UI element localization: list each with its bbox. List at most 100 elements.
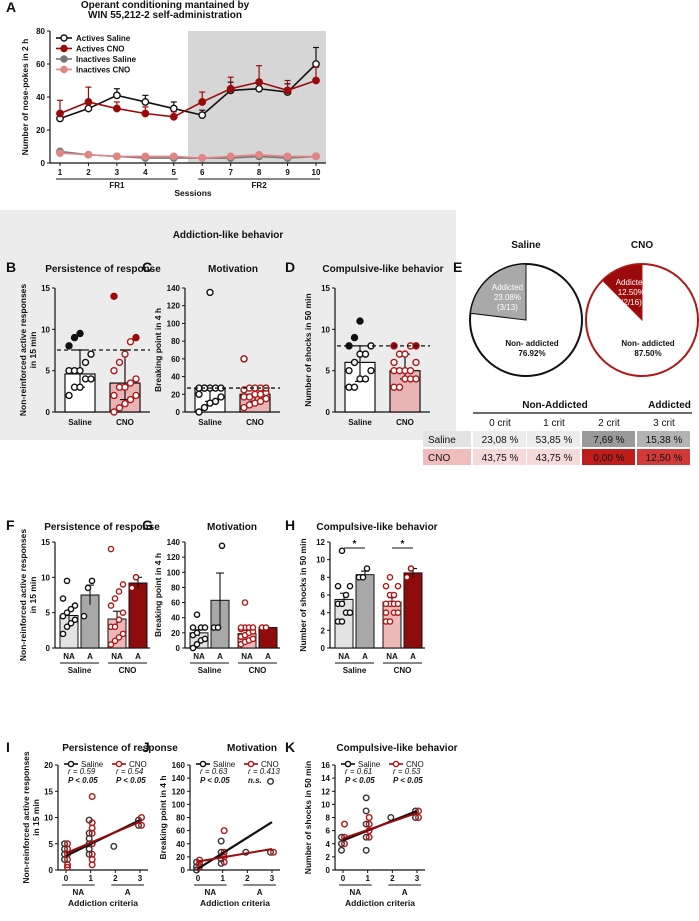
data-point [141,98,150,106]
data-point [211,397,220,406]
panel-h-y-tick-label: 6 [321,591,326,600]
data-point [342,591,350,599]
pie-slice-count: (2/16) [621,298,642,307]
r-value: r = 0.53 [393,767,421,776]
panel-letter-C: C [142,259,152,275]
data-point [367,366,375,375]
panel-g-y-tick-label: 20 [171,629,180,638]
data-point [87,375,95,383]
panel-j-y-label: Breaking point in 4 h [158,775,168,859]
p-value: n.s. [248,776,262,785]
panel-j-y-tick-label: 20 [176,853,185,862]
panel-i-y-label-line: Non-reinforced active responses [21,751,31,884]
category-label: A [87,652,93,661]
panel-k-y-tick-label: 6 [326,827,331,836]
p-value: P < 0.05 [68,776,98,785]
panel-f-y-label-line: in 15 min [28,577,38,614]
panel-a-y-tick-label: 60 [36,60,45,69]
data-point [217,393,225,401]
data-point [84,98,93,106]
table-cell-bg [582,449,635,465]
data-point [70,333,79,342]
data-point [110,366,118,375]
data-point [394,609,402,616]
panel-g-title: Motivation [207,522,257,533]
data-point [226,84,235,93]
data-point [362,833,370,841]
legend-label: Actives CNO [76,45,124,54]
data-point [111,637,119,645]
data-point [63,577,71,585]
data-point [240,355,248,363]
panel-i: Persistence of response 0 5 10 15 20 0 1 2 3 NA AAd… [21,743,178,908]
bar-a [128,582,148,649]
group-label: Saline [343,666,367,675]
legend-label: CNO [129,760,147,769]
panel-g: Motivation 0 20 40 60 80 100 120 140 Breaking poi… [153,522,280,675]
category-label: NA [338,652,350,661]
data-point [63,609,71,616]
panel-k-title: Compulsive-like behavior [336,743,457,754]
panel-b-y-tick-label: 0 [46,408,51,417]
panel-j-y-label-line: Breaking point in 4 h [158,775,168,859]
data-point [81,358,90,367]
data-point [267,777,275,785]
category-label: CNO [116,418,134,427]
data-point [338,846,346,854]
panel-c-y-tick-label: 120 [167,302,181,311]
data-point [84,104,93,113]
p-value: P < 0.05 [393,776,423,785]
pie-slice-addicted [601,263,643,322]
x-tick-label: 2 [113,874,118,883]
data-point [361,350,370,358]
series-line-actives-saline [59,63,317,120]
data-point [338,600,346,608]
legend-marker [60,44,68,53]
data-point [412,358,420,367]
data-point [193,611,201,618]
pie-title: Saline [511,240,541,251]
data-point [88,819,96,827]
panel-a-y-tick-label: 0 [41,159,46,168]
table-row-label-bg [423,449,471,465]
category-label: A [410,652,416,661]
r-value: r = 0.63 [200,767,228,776]
data-point [346,582,354,590]
data-point [76,383,84,391]
x-group-label: A [125,888,131,897]
panel-k-y-tick-label: 16 [321,761,330,770]
data-point [132,375,140,383]
data-point [193,640,201,648]
panel-a-y-tick-label: 40 [36,93,45,102]
table-col-header: 3 crit [653,418,675,429]
criteria-table: Non-Addicted Addicted 0 crit 1 crit 2 crit 3 … [423,400,692,465]
table-group-header: Addicted [648,400,691,411]
data-point [59,630,67,638]
data-point [132,333,140,342]
panel-j-y-tick-label: 80 [176,814,185,823]
category-label: NA [193,652,205,661]
data-point [126,338,135,346]
panel-g-y-tick-label: 80 [171,583,180,592]
panel-b: Persistence of response051015Non-reinfor… [18,264,161,427]
pie-title: CNO [631,240,653,251]
panel-letter-H: H [285,517,295,533]
panel-a-x-tick-label: 7 [228,168,233,177]
pie-slice-label: Addicted [492,283,523,292]
data-point [119,581,127,588]
data-point [218,542,226,550]
data-point [312,76,320,85]
data-point [63,623,71,631]
panel-d-y-label: Number of shocks in 50 min [303,293,313,406]
pie-slice-pct: 76.92% [518,349,545,358]
data-point [107,545,115,553]
data-point [132,391,140,400]
data-point [345,366,353,375]
panel-g-y-tick-label: 40 [171,614,180,623]
data-point [80,612,88,620]
panel-c-title: Motivation [208,264,258,275]
data-point [255,84,264,93]
